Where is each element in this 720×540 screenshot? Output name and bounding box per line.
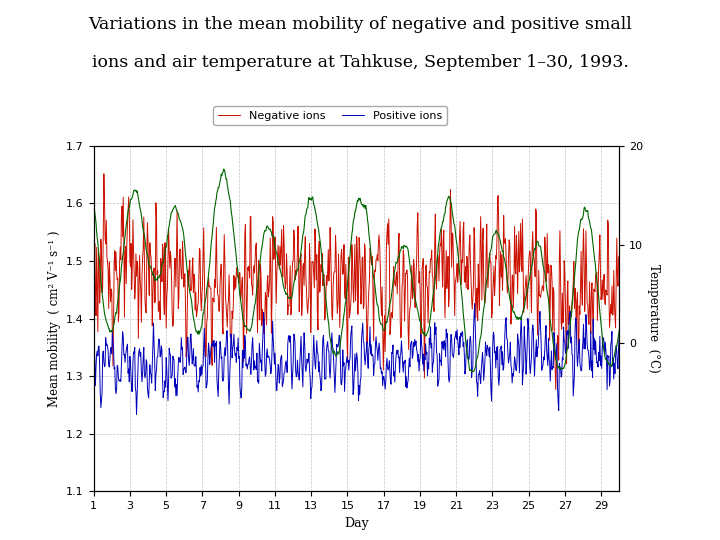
- Legend: Negative ions, Positive ions: Negative ions, Positive ions: [213, 106, 447, 125]
- Negative ions: [366, 245, 374, 252]
- Positive ions: [470, 300, 479, 307]
- Positive ions: [366, 323, 374, 330]
- Negative ions: [99, 171, 108, 177]
- Y-axis label: Temperature  (°C): Temperature (°C): [647, 264, 660, 373]
- Negative ions: [242, 276, 251, 282]
- Positive ions: [367, 353, 376, 359]
- Positive ions: [132, 411, 141, 418]
- Negative ions: [552, 386, 560, 393]
- Negative ions: [367, 261, 376, 268]
- Negative ions: [615, 253, 624, 259]
- Positive ions: [320, 347, 328, 353]
- Negative ions: [89, 292, 98, 298]
- Positive ions: [89, 339, 98, 346]
- Negative ions: [269, 256, 278, 262]
- Positive ions: [112, 390, 120, 397]
- Y-axis label: Mean mobility  ( cm² V⁻¹ s⁻¹ ): Mean mobility ( cm² V⁻¹ s⁻¹ ): [48, 231, 60, 407]
- Line: Negative ions: Negative ions: [94, 174, 619, 389]
- Line: Positive ions: Positive ions: [94, 303, 619, 415]
- Text: Variations in the mean mobility of negative and positive small: Variations in the mean mobility of negat…: [88, 16, 632, 33]
- Positive ions: [242, 362, 251, 369]
- Positive ions: [269, 350, 278, 356]
- X-axis label: Day: Day: [344, 517, 369, 530]
- Negative ions: [112, 268, 121, 274]
- Positive ions: [615, 332, 624, 339]
- Negative ions: [320, 272, 328, 278]
- Text: ions and air temperature at Tahkuse, September 1–30, 1993.: ions and air temperature at Tahkuse, Sep…: [91, 54, 629, 71]
